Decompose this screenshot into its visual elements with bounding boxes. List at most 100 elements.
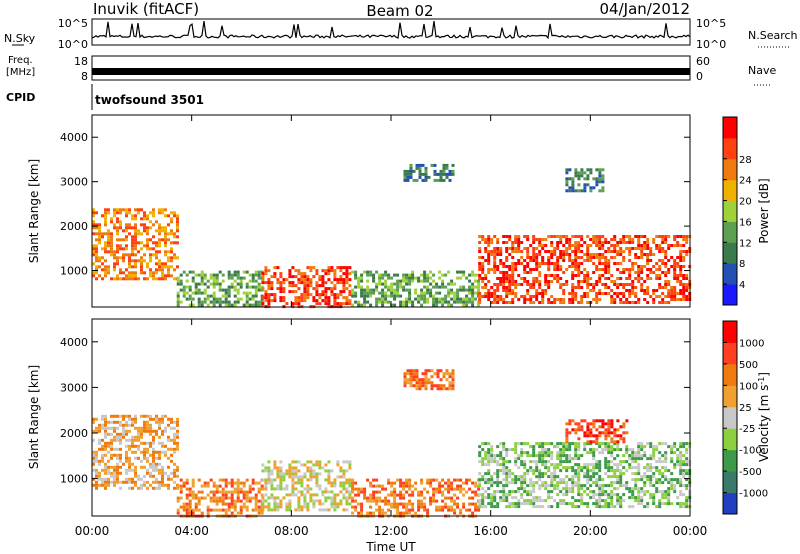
data-cell	[502, 271, 506, 274]
data-cell	[652, 496, 656, 500]
data-cell	[559, 277, 563, 280]
freq-right-tick-top: 60	[696, 55, 710, 68]
data-cell	[595, 484, 599, 488]
data-cell	[628, 268, 632, 271]
data-cell	[544, 463, 548, 467]
data-cell	[622, 259, 626, 262]
data-cell	[146, 480, 149, 484]
data-cell	[261, 487, 265, 491]
data-cell	[164, 238, 167, 242]
data-cell	[339, 502, 343, 506]
data-cell	[110, 232, 113, 236]
data-cell	[592, 283, 596, 286]
data-cell	[511, 241, 515, 244]
data-cell	[327, 508, 331, 512]
data-cell	[399, 484, 403, 488]
data-cell	[643, 472, 647, 476]
data-cell	[92, 429, 95, 433]
data-cell	[267, 299, 271, 303]
data-cell	[375, 270, 379, 274]
data-cell	[634, 247, 638, 250]
data-cell	[628, 271, 632, 274]
data-cell	[273, 463, 277, 467]
data-cell	[499, 457, 503, 461]
data-cell	[312, 469, 316, 473]
data-cell	[267, 475, 271, 479]
data-cell	[230, 505, 234, 509]
data-cell	[568, 247, 572, 250]
data-cell	[679, 490, 683, 494]
data-cell	[107, 265, 110, 269]
data-cell	[556, 442, 560, 446]
data-cell	[601, 422, 605, 426]
data-cell	[98, 471, 101, 475]
data-cell	[318, 502, 322, 506]
data-cell	[571, 295, 575, 298]
data-cell	[661, 286, 665, 289]
data-cell	[484, 451, 488, 455]
data-cell	[499, 454, 503, 458]
data-cell	[481, 238, 485, 241]
data-cell	[257, 300, 261, 304]
data-cell	[372, 273, 376, 277]
data-cell	[104, 417, 107, 421]
data-cell	[125, 229, 128, 233]
data-cell	[532, 268, 536, 271]
data-cell	[218, 490, 222, 494]
data-cell	[406, 178, 410, 182]
data-cell	[604, 265, 608, 268]
data-cell	[191, 303, 195, 307]
data-cell	[547, 250, 551, 253]
data-cell	[327, 278, 331, 282]
data-cell	[559, 301, 563, 304]
y-tick-label: 4000	[60, 131, 88, 144]
data-cell	[345, 481, 349, 485]
data-cell	[631, 262, 635, 265]
data-cell	[682, 460, 686, 464]
data-cell	[601, 493, 605, 497]
data-cell	[264, 296, 268, 300]
data-cell	[158, 468, 161, 472]
data-cell	[423, 279, 427, 283]
data-cell	[613, 256, 617, 259]
data-cell	[264, 466, 268, 470]
data-cell	[559, 457, 563, 461]
data-cell	[646, 241, 650, 244]
data-cell	[493, 256, 497, 259]
data-cell	[245, 300, 249, 304]
data-cell	[212, 303, 216, 307]
data-cell	[372, 484, 376, 488]
data-cell	[432, 478, 436, 482]
data-cell	[474, 505, 478, 509]
data-cell	[559, 283, 563, 286]
data-cell	[170, 420, 173, 424]
data-cell	[538, 280, 542, 283]
data-cell	[613, 463, 617, 467]
data-cell	[188, 499, 192, 503]
data-cell	[643, 490, 647, 494]
data-cell	[682, 442, 686, 446]
data-cell	[664, 295, 668, 298]
data-cell	[101, 444, 104, 448]
data-cell	[459, 270, 463, 274]
data-cell	[420, 478, 424, 482]
data-cell	[236, 273, 240, 277]
data-cell	[297, 269, 301, 273]
data-cell	[426, 273, 430, 277]
data-cell	[134, 456, 137, 460]
data-cell	[369, 270, 373, 274]
data-cell	[261, 496, 265, 500]
data-cell	[152, 474, 155, 478]
data-cell	[517, 505, 521, 509]
data-cell	[285, 469, 289, 473]
data-cell	[436, 369, 440, 373]
data-cell	[230, 490, 234, 494]
data-cell	[538, 478, 542, 482]
data-cell	[601, 186, 605, 190]
data-cell	[670, 244, 674, 247]
data-cell	[236, 511, 240, 515]
data-cell	[589, 434, 593, 438]
data-cell	[104, 453, 107, 457]
data-cell	[544, 442, 548, 446]
data-cell	[203, 300, 207, 304]
